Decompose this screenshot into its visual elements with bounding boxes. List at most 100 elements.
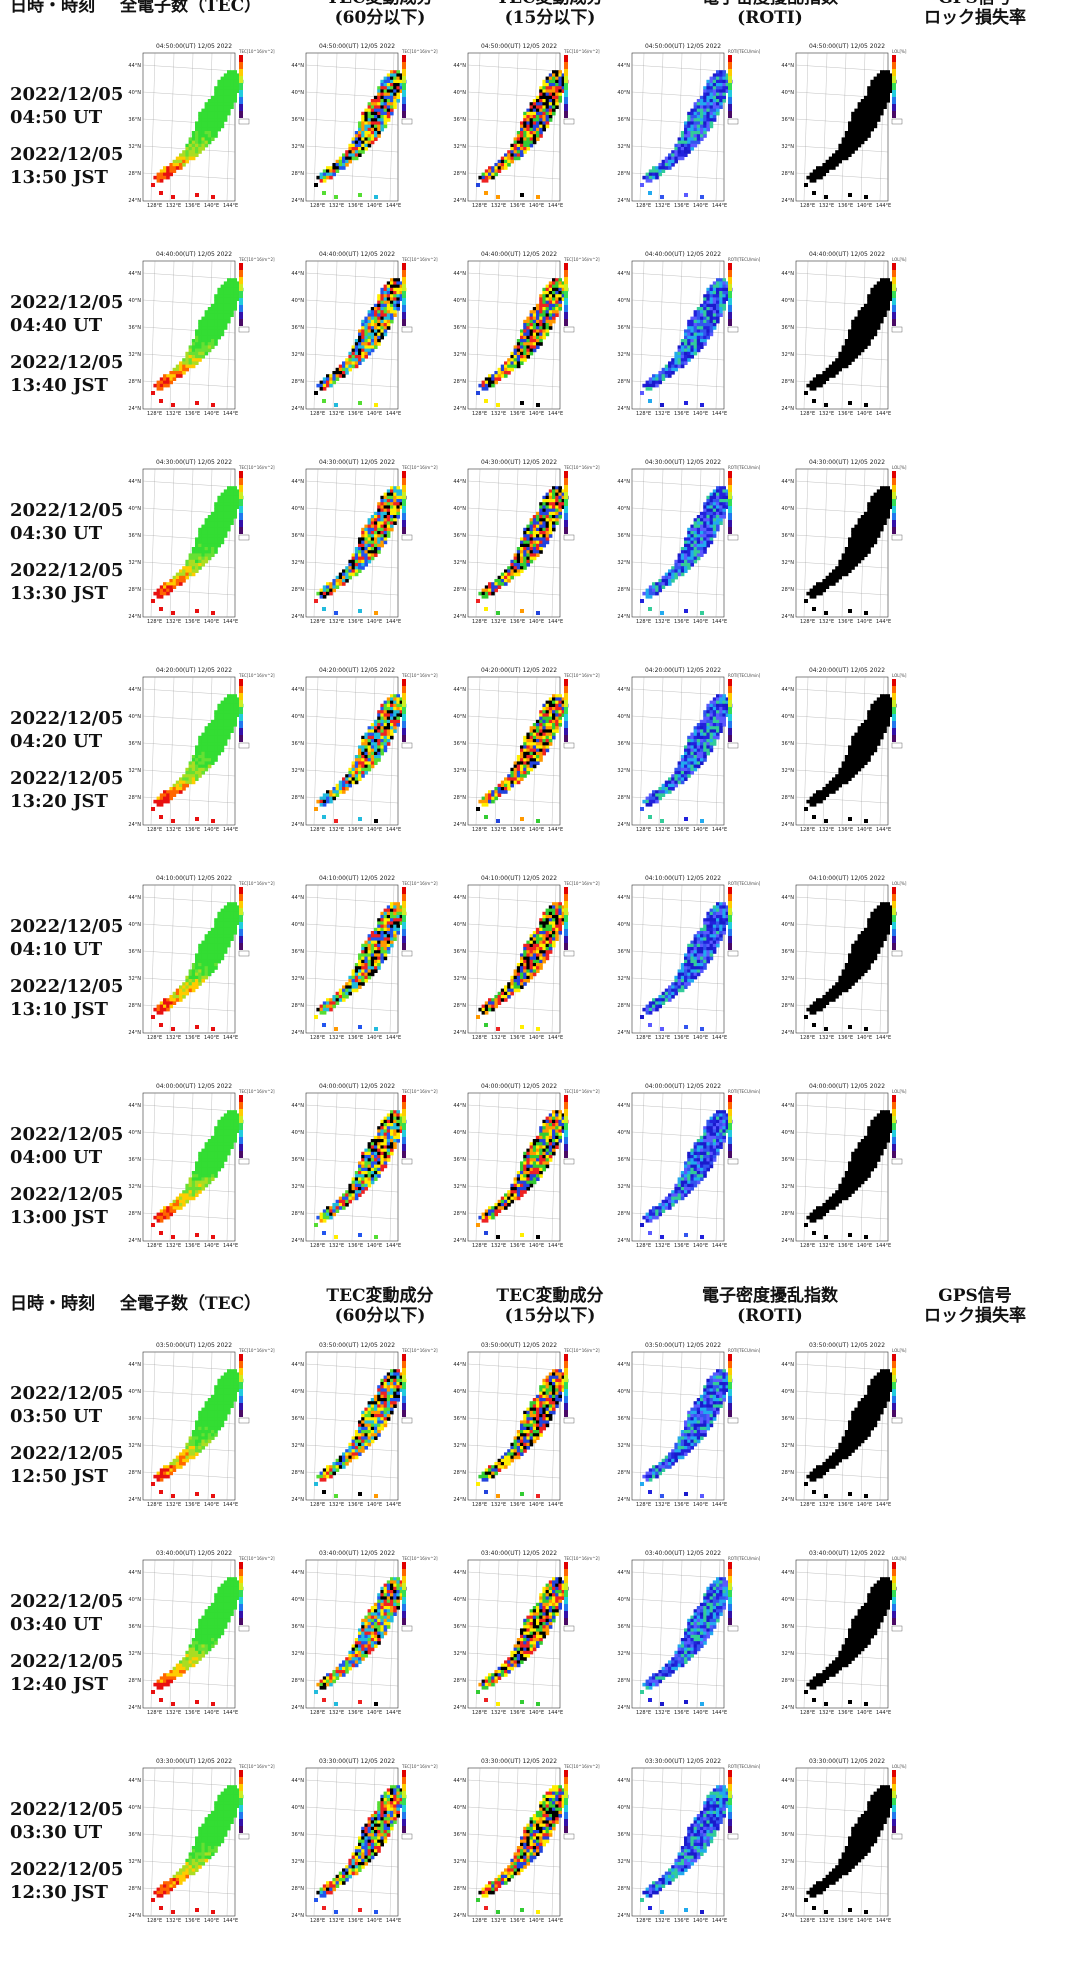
data-dot [399,79,404,84]
grid-line [631,480,725,488]
data-dot [191,345,196,349]
data-dot [709,121,714,125]
data-dot [536,303,540,308]
data-dot [684,137,688,141]
data-dot [358,537,362,541]
data-dot [539,92,543,97]
data-dot [367,543,372,548]
data-dot [348,563,352,567]
latitude-label: 28°N [617,379,630,385]
data-dot [664,579,669,583]
data-dot [188,553,193,557]
data-dot [709,319,714,324]
data-dot [816,588,820,593]
data-dot [358,771,362,775]
data-dot [214,521,218,525]
data-dot [526,345,530,349]
data-dot [860,543,865,548]
data-dot [214,729,218,733]
data-dot [364,131,368,135]
data-dot [374,127,378,132]
data-dot [374,761,378,765]
data-dot [399,505,404,509]
data-dot [217,521,221,525]
longitude-label: 140°E [693,619,709,625]
data-dot [548,294,553,298]
data-dot [532,115,537,119]
data-dot [367,329,372,333]
data-dot [648,175,653,180]
data-dot [545,79,550,84]
data-dot [716,297,720,301]
data-dot [396,495,400,500]
data-dot [201,735,205,740]
data-dot [532,140,537,145]
data-dot [217,713,221,717]
data-dot [671,364,675,369]
data-dot [214,505,218,509]
data-dot [195,329,199,333]
data-dot [684,121,688,125]
data-dot [364,547,368,551]
data-dot [848,556,852,561]
data-dot [211,550,215,554]
data-dot [217,527,221,532]
data-dot [844,355,849,359]
data-dot [185,783,189,788]
longitude-label: 144°E [712,619,728,625]
island-dot [195,401,199,405]
data-dot [383,748,388,753]
data-dot [848,351,852,356]
data-dot [548,697,553,701]
data-dot [207,553,212,557]
data-dot [179,787,183,791]
data-dot [703,105,707,109]
data-dot [880,291,884,295]
grid-line [803,52,809,202]
data-dot [380,716,384,721]
data-dot [399,700,404,705]
data-dot [555,89,559,93]
data-dot [153,799,157,804]
data-dot [552,278,556,282]
longitude-label: 144°E [386,203,402,209]
data-dot [857,137,862,141]
data-dot [536,95,540,100]
data-dot [207,515,212,519]
data-dot [709,505,714,509]
data-dot [393,313,397,317]
data-dot [709,521,714,525]
data-dot [854,143,858,148]
colorbar-segment [728,284,732,291]
grid-line [169,468,175,618]
data-dot [555,307,559,311]
data-dot [532,137,537,141]
data-dot [548,73,553,77]
data-dot [867,518,871,522]
data-dot [709,495,714,500]
data-dot [201,739,205,743]
data-dot [361,527,365,532]
data-dot [217,329,221,333]
data-dot [876,495,881,500]
data-dot [322,169,327,173]
data-dot [166,585,170,589]
data-dot [548,281,553,285]
data-dot [358,355,362,359]
grid-line [169,676,175,826]
data-dot [335,371,340,375]
data-dot [204,124,209,129]
data-dot [864,124,868,129]
data-dot [198,771,202,775]
data-dot [873,319,878,324]
data-dot [390,527,394,532]
data-dot [722,307,726,311]
data-dot [348,150,352,154]
data-dot [716,294,720,298]
data-dot [532,313,537,317]
data-dot [393,76,397,81]
data-dot [712,83,717,87]
data-dot [848,140,852,145]
data-dot [532,339,537,343]
data-dot [377,310,381,314]
